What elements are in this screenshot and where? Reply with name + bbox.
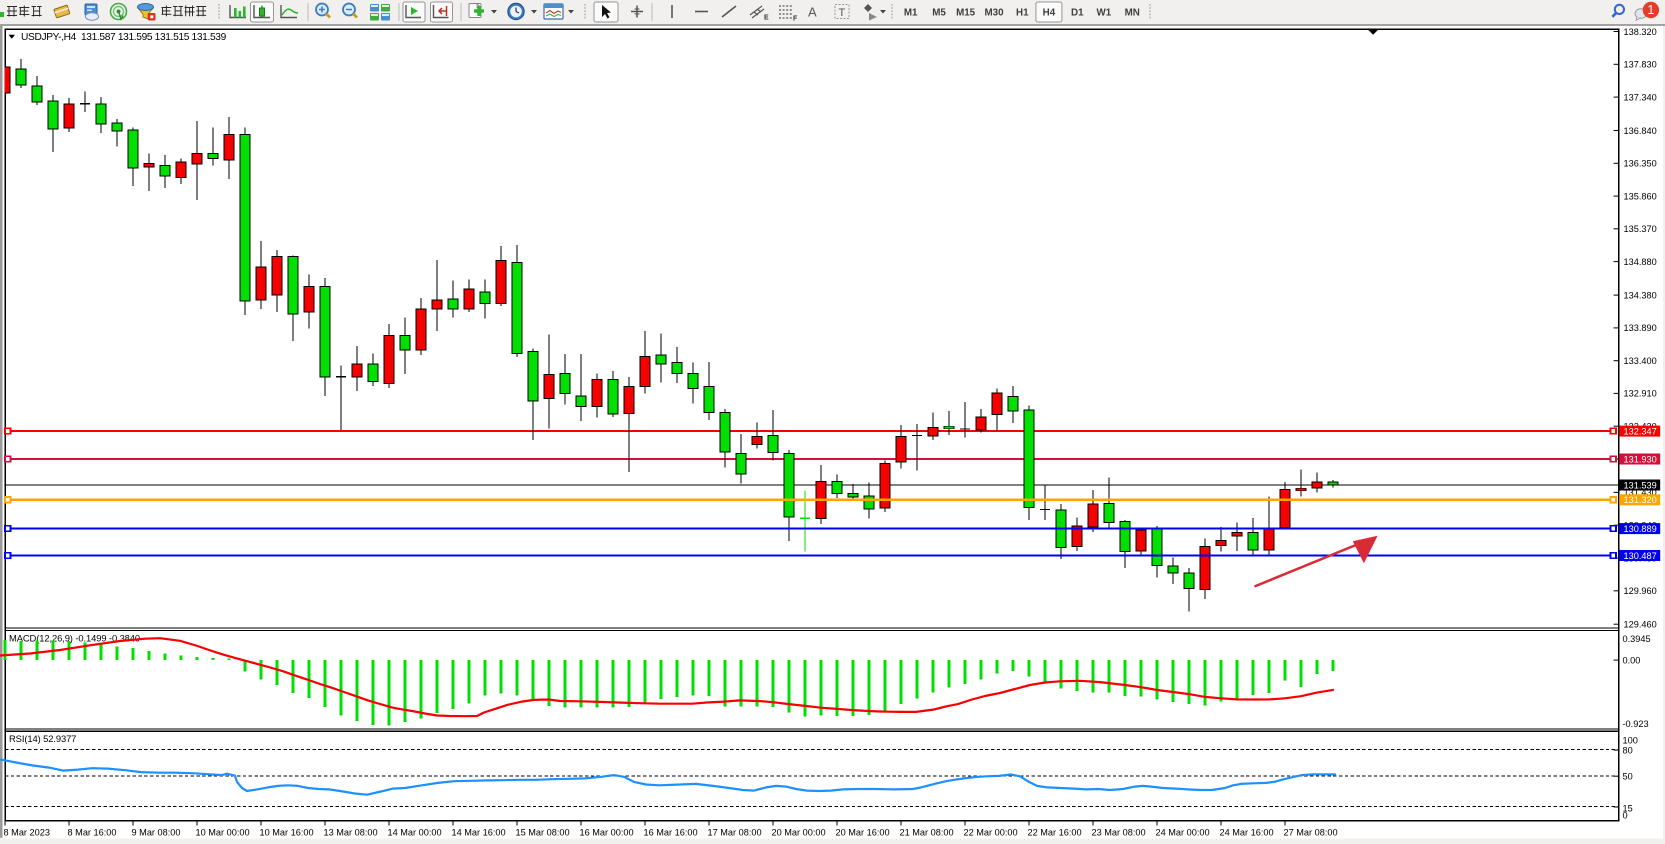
svg-text:80: 80 bbox=[1623, 746, 1633, 756]
svg-text:100: 100 bbox=[1623, 735, 1638, 745]
svg-text:14 Mar 16:00: 14 Mar 16:00 bbox=[452, 828, 506, 838]
svg-text:F: F bbox=[793, 16, 798, 23]
svg-text:E: E bbox=[764, 15, 769, 22]
svg-text:RSI(14) 52.9377: RSI(14) 52.9377 bbox=[9, 733, 76, 744]
svg-text:131.539: 131.539 bbox=[1624, 480, 1657, 490]
svg-text:14 Mar 00:00: 14 Mar 00:00 bbox=[388, 828, 442, 838]
svg-text:A: A bbox=[808, 5, 817, 20]
svg-text:137.830: 137.830 bbox=[1624, 60, 1657, 70]
svg-text:MACD(12,26,9) -0.1499 -0.3840: MACD(12,26,9) -0.1499 -0.3840 bbox=[9, 633, 140, 644]
svg-text:10 Mar 16:00: 10 Mar 16:00 bbox=[260, 828, 314, 838]
svg-text:9 Mar 08:00: 9 Mar 08:00 bbox=[132, 828, 181, 838]
svg-text:USDJPY-,H4 131.587 131.595 13: USDJPY-,H4 131.587 131.595 131.515 131.5… bbox=[21, 32, 227, 43]
svg-text:22 Mar 00:00: 22 Mar 00:00 bbox=[964, 828, 1018, 838]
svg-text:132.910: 132.910 bbox=[1624, 389, 1657, 399]
svg-text:135.860: 135.860 bbox=[1624, 191, 1657, 201]
svg-text:24 Mar 00:00: 24 Mar 00:00 bbox=[1156, 828, 1210, 838]
svg-text:130.487: 130.487 bbox=[1624, 551, 1657, 561]
svg-text:M30: M30 bbox=[984, 8, 1004, 19]
svg-text:15: 15 bbox=[1623, 803, 1633, 813]
svg-text:0.00: 0.00 bbox=[1623, 655, 1641, 665]
svg-text:-0.923: -0.923 bbox=[1623, 719, 1649, 729]
svg-text:129.960: 129.960 bbox=[1624, 586, 1657, 596]
svg-text:16 Mar 00:00: 16 Mar 00:00 bbox=[580, 828, 634, 838]
svg-text:H1: H1 bbox=[1016, 8, 1029, 19]
svg-text:10 Mar 00:00: 10 Mar 00:00 bbox=[196, 828, 250, 838]
svg-text:131.930: 131.930 bbox=[1624, 454, 1657, 464]
svg-text:50: 50 bbox=[1623, 771, 1633, 781]
svg-text:8 Mar 2023: 8 Mar 2023 bbox=[4, 828, 50, 838]
svg-text:M15: M15 bbox=[956, 8, 976, 19]
svg-text:13 Mar 08:00: 13 Mar 08:00 bbox=[324, 828, 378, 838]
svg-text:0.3945: 0.3945 bbox=[1623, 634, 1651, 644]
svg-text:133.400: 133.400 bbox=[1624, 356, 1657, 366]
svg-text:0: 0 bbox=[1623, 810, 1628, 820]
svg-text:16 Mar 16:00: 16 Mar 16:00 bbox=[644, 828, 698, 838]
svg-text:134.880: 134.880 bbox=[1624, 257, 1657, 267]
svg-text:138.320: 138.320 bbox=[1624, 27, 1657, 37]
svg-text:15 Mar 08:00: 15 Mar 08:00 bbox=[516, 828, 570, 838]
svg-text:20 Mar 16:00: 20 Mar 16:00 bbox=[836, 828, 890, 838]
svg-text:131.320: 131.320 bbox=[1624, 495, 1657, 505]
svg-text:133.890: 133.890 bbox=[1624, 323, 1657, 333]
svg-text:137.340: 137.340 bbox=[1624, 92, 1657, 102]
svg-text:136.840: 136.840 bbox=[1624, 126, 1657, 136]
svg-text:M5: M5 bbox=[932, 8, 946, 19]
svg-text:24 Mar 16:00: 24 Mar 16:00 bbox=[1220, 828, 1274, 838]
svg-text:130.889: 130.889 bbox=[1624, 524, 1657, 534]
svg-text:21 Mar 08:00: 21 Mar 08:00 bbox=[900, 828, 954, 838]
svg-text:22 Mar 16:00: 22 Mar 16:00 bbox=[1028, 828, 1082, 838]
svg-text:M1: M1 bbox=[904, 8, 918, 19]
svg-text:134.380: 134.380 bbox=[1624, 290, 1657, 300]
svg-text:D1: D1 bbox=[1071, 8, 1084, 19]
svg-text:8 Mar 16:00: 8 Mar 16:00 bbox=[68, 828, 117, 838]
svg-text:129.460: 129.460 bbox=[1624, 620, 1657, 630]
svg-text:H4: H4 bbox=[1043, 8, 1056, 19]
svg-text:W1: W1 bbox=[1097, 8, 1112, 19]
svg-text:20 Mar 00:00: 20 Mar 00:00 bbox=[772, 828, 826, 838]
svg-text:135.370: 135.370 bbox=[1624, 224, 1657, 234]
svg-text:27 Mar 08:00: 27 Mar 08:00 bbox=[1284, 828, 1338, 838]
svg-text:131.430: 131.430 bbox=[1624, 488, 1657, 498]
svg-text:T: T bbox=[839, 7, 846, 19]
svg-text:132.347: 132.347 bbox=[1624, 427, 1657, 437]
svg-text:17 Mar 08:00: 17 Mar 08:00 bbox=[708, 828, 762, 838]
svg-text:MN: MN bbox=[1125, 8, 1140, 19]
svg-text:136.350: 136.350 bbox=[1624, 159, 1657, 169]
svg-text:1: 1 bbox=[1647, 3, 1654, 17]
svg-text:23 Mar 08:00: 23 Mar 08:00 bbox=[1092, 828, 1146, 838]
